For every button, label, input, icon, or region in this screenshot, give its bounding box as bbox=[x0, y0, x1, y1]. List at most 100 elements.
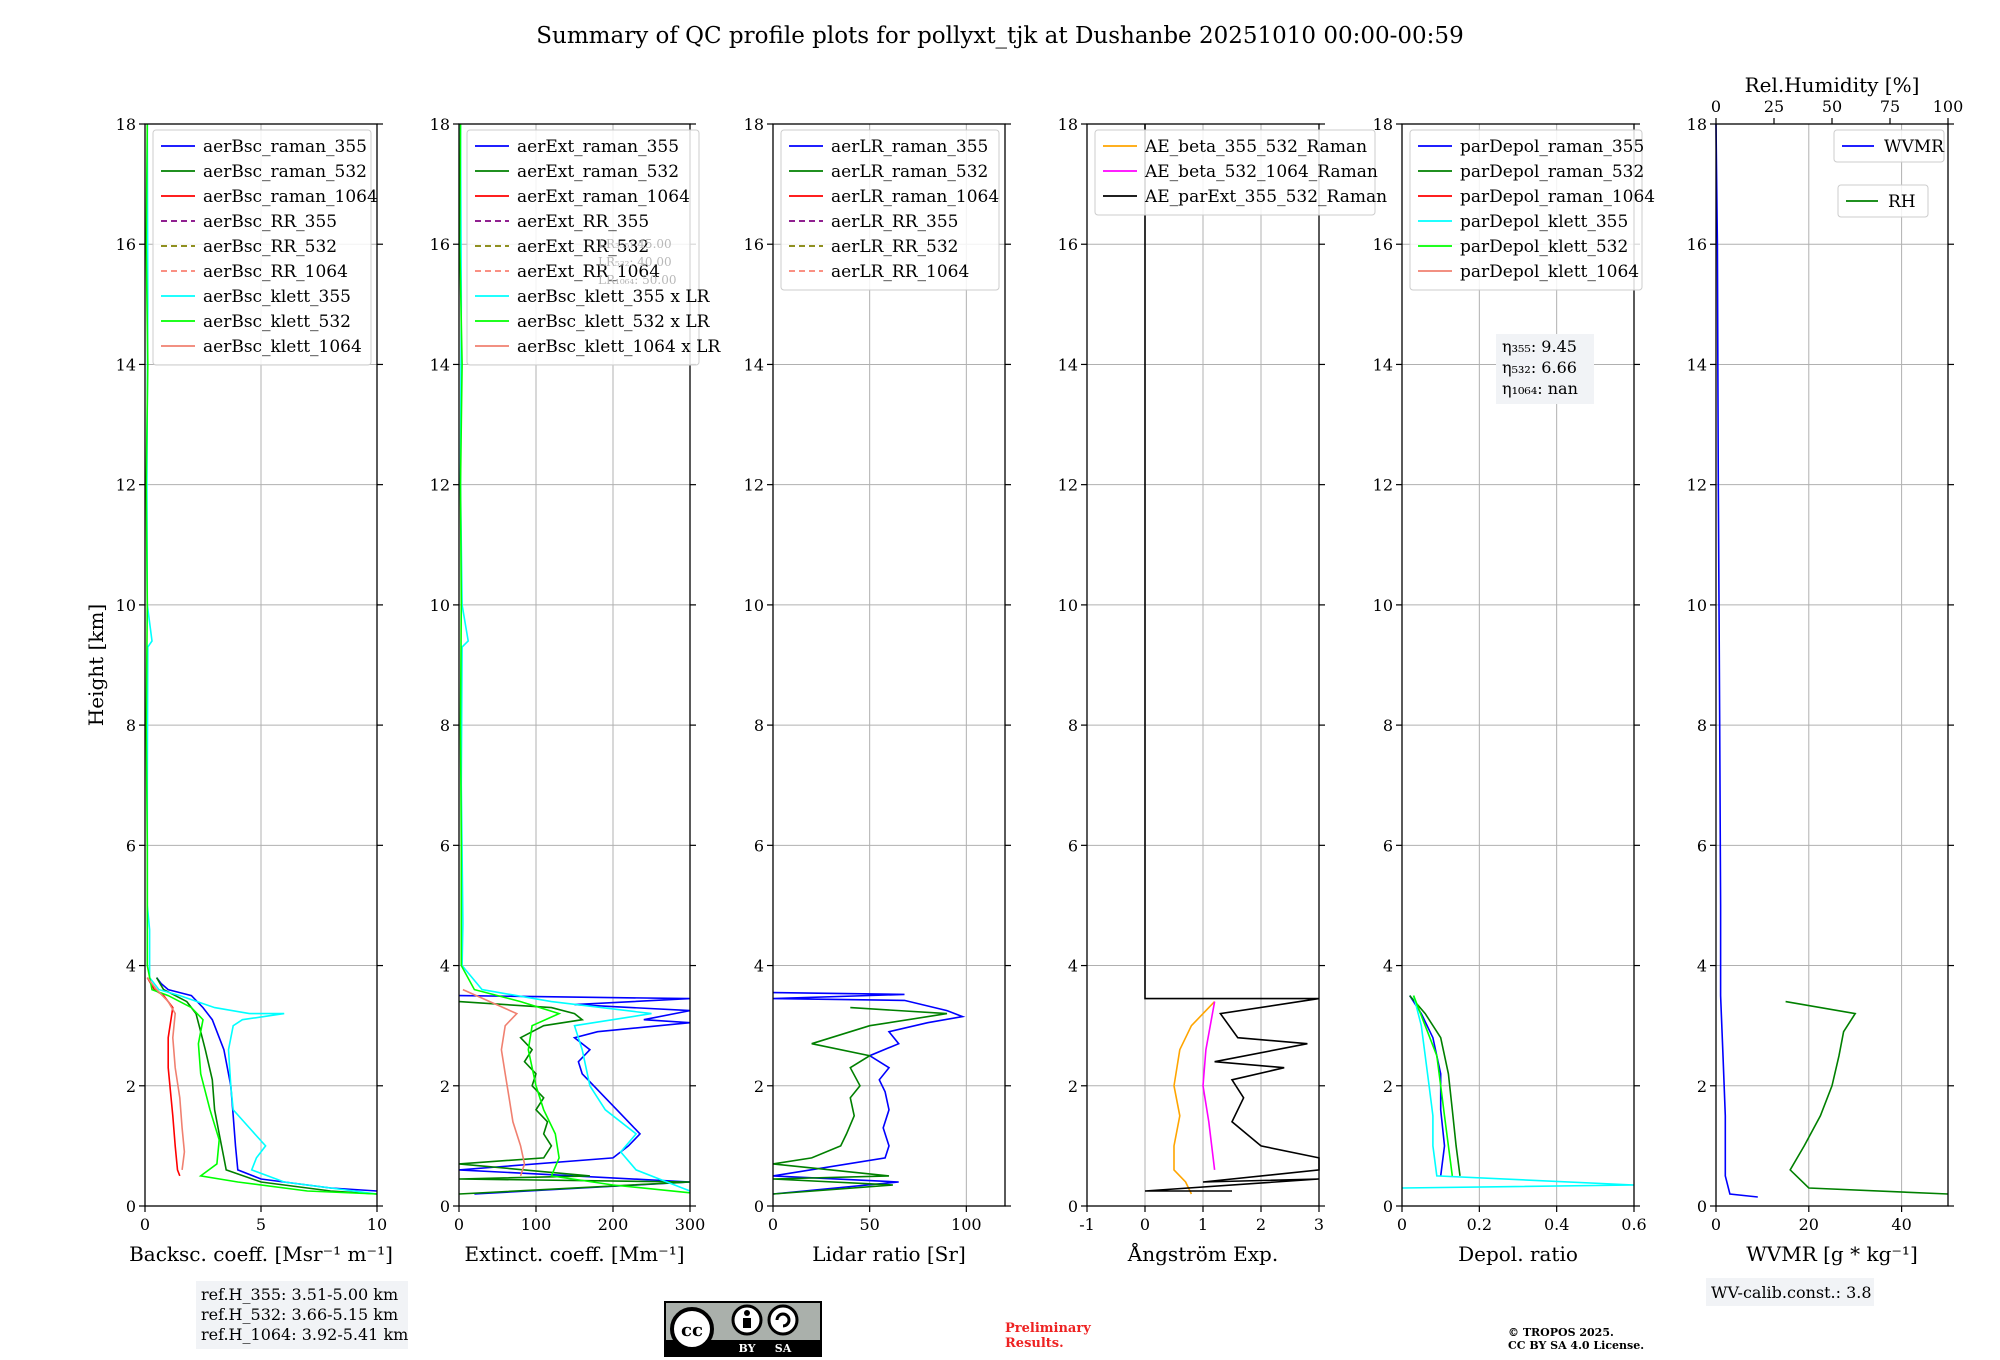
ytick-label: 4 bbox=[754, 957, 764, 976]
ytick-label: 18 bbox=[744, 115, 764, 134]
series-line-parDepol-raman-532 bbox=[1409, 995, 1461, 1177]
xtick-label: 0 bbox=[1397, 1215, 1407, 1234]
legend-label: aerLR_RR_532 bbox=[831, 237, 958, 257]
x-axis-label: Lidar ratio [Sr] bbox=[812, 1242, 966, 1266]
series-line-WVMR bbox=[1715, 123, 1758, 1198]
legend-label: aerLR_raman_1064 bbox=[831, 187, 999, 207]
ytick-label: 6 bbox=[1068, 836, 1078, 855]
legend-label: aerBsc_klett_355 x LR bbox=[517, 287, 711, 307]
series-line-parDepol-klett-355 bbox=[1401, 995, 1635, 1189]
ytick-label: 16 bbox=[1373, 235, 1393, 254]
top-axis-label: Rel.Humidity [%] bbox=[1745, 73, 1920, 97]
top-xtick-label: 100 bbox=[1933, 97, 1964, 116]
legend-label: aerExt_RR_532 bbox=[517, 237, 649, 257]
cc-by-label: BY bbox=[739, 1342, 756, 1355]
legend-depol: parDepol_raman_355 parDepol_raman_532 parD… bbox=[1409, 129, 1655, 291]
xtick-label: 0 bbox=[140, 1215, 150, 1234]
info-frame bbox=[1496, 334, 1594, 404]
ytick-label: 10 bbox=[1058, 596, 1078, 615]
top-xtick-label: 25 bbox=[1764, 97, 1784, 116]
xtick-label: 0 bbox=[1711, 1215, 1721, 1234]
legend-label: aerBsc_klett_532 x LR bbox=[517, 312, 711, 332]
plot-frame bbox=[772, 123, 1006, 1207]
ytick-label: 10 bbox=[430, 596, 450, 615]
x-axis-label: Extinct. coeff. [Mm⁻¹] bbox=[464, 1242, 684, 1266]
xtick-label: -1 bbox=[1079, 1215, 1095, 1234]
series-line-AE-parExt-355-532-Raman bbox=[1144, 124, 1320, 1192]
top-xtick-label: 50 bbox=[1822, 97, 1842, 116]
info-line: ref.H_532: 3.66-5.15 km bbox=[201, 1305, 398, 1324]
panel-extinction: 0 2 4 6 8 10 12 14 16 18 0 100 200 300 Extinct. coeff.… bbox=[430, 115, 722, 1266]
ytick-label: 4 bbox=[1068, 957, 1078, 976]
ytick-label: 12 bbox=[1687, 476, 1707, 495]
legend-rh: RH bbox=[1837, 184, 1929, 218]
series-line-aerBsc-klett-355 bbox=[146, 123, 378, 1195]
legend-label: aerBsc_raman_1064 bbox=[203, 187, 378, 207]
legend-label: aerBsc_raman_532 bbox=[203, 162, 367, 182]
info-line: ref.H_355: 3.51-5.00 km bbox=[201, 1285, 398, 1304]
ytick-label: 12 bbox=[430, 476, 450, 495]
xtick-label: 0 bbox=[768, 1215, 778, 1234]
plot-frame bbox=[458, 123, 691, 1207]
ytick-label: 14 bbox=[1687, 355, 1707, 374]
legend-backscatter: aerBsc_raman_355 aerBsc_raman_532 aerBsc_r… bbox=[152, 129, 378, 366]
legend-frame bbox=[466, 129, 700, 366]
ytick-label: 18 bbox=[1687, 115, 1707, 134]
series-line-aerLR-raman-532 bbox=[772, 1006, 948, 1195]
info-line: ref.H_1064: 3.92-5.41 km bbox=[201, 1325, 408, 1344]
ytick-label: 14 bbox=[430, 355, 450, 374]
cc-sa-label: SA bbox=[775, 1342, 792, 1355]
legend-label: WVMR bbox=[1884, 137, 1945, 157]
ytick-label: 6 bbox=[1383, 836, 1393, 855]
ytick-label: 6 bbox=[126, 836, 136, 855]
ytick-label: 6 bbox=[754, 836, 764, 855]
x-axis-label: Depol. ratio bbox=[1458, 1242, 1578, 1266]
xtick-label: 20 bbox=[1799, 1215, 1819, 1234]
xtick-label: 0.6 bbox=[1621, 1215, 1646, 1234]
ytick-label: 8 bbox=[1068, 716, 1078, 735]
info-line: η₃₅₅: 9.45 bbox=[1502, 337, 1577, 356]
legend-label: parDepol_klett_355 bbox=[1460, 212, 1628, 232]
info-frame bbox=[196, 1281, 408, 1349]
legend-label: aerBsc_RR_1064 bbox=[203, 262, 348, 282]
ytick-label: 10 bbox=[1687, 596, 1707, 615]
ytick-label: 8 bbox=[754, 716, 764, 735]
panel-depol: 0 2 4 6 8 10 12 14 16 18 0 0.2 0.4 0.6 Depol. ratio par… bbox=[1373, 115, 1655, 1266]
legend-frame bbox=[1837, 184, 1929, 218]
series-line-parDepol-klett-532 bbox=[1412, 995, 1454, 1177]
ytick-label: 12 bbox=[744, 476, 764, 495]
xtick-label: 0 bbox=[454, 1215, 464, 1234]
legend-label: aerLR_raman_532 bbox=[831, 162, 988, 182]
legend-wvmr: WVMR bbox=[1833, 129, 1945, 163]
ytick-label: 2 bbox=[1068, 1077, 1078, 1096]
legend-label: aerBsc_raman_355 bbox=[203, 137, 367, 157]
legend-frame bbox=[780, 129, 1000, 291]
xtick-label: 100 bbox=[521, 1215, 552, 1234]
info-line: η₅₃₂: 6.66 bbox=[1502, 358, 1577, 377]
xtick-label: 0.2 bbox=[1467, 1215, 1492, 1234]
note-line: LR₃₅₅: 45.00 bbox=[598, 237, 672, 251]
plot-frame bbox=[1401, 123, 1635, 1207]
panel-backscatter: 0 2 4 6 8 10 12 14 16 18 0 5 10 Backsc. coeff. [Msr⁻¹… bbox=[84, 115, 408, 1349]
xtick-label: 2 bbox=[1256, 1215, 1266, 1234]
ytick-label: 14 bbox=[1058, 355, 1078, 374]
legend-frame bbox=[1094, 129, 1376, 216]
x-axis-label: WVMR [g * kg⁻¹] bbox=[1746, 1242, 1918, 1266]
ytick-label: 6 bbox=[440, 836, 450, 855]
series-line-AE-beta-532-1064-Raman bbox=[1202, 1001, 1216, 1170]
top-xtick-label: 0 bbox=[1711, 97, 1721, 116]
eta-box: η₃₅₅: 9.45 η₅₃₂: 6.66 η₁₀₆₄: nan bbox=[1496, 334, 1594, 404]
series-line-aerBsc-klett-532 bbox=[145, 123, 378, 1195]
ytick-label: 0 bbox=[1697, 1197, 1707, 1216]
series-line-aerBsc-raman-532 bbox=[155, 977, 378, 1195]
ytick-label: 14 bbox=[1373, 355, 1393, 374]
cc-logo-label: cc bbox=[681, 1320, 703, 1341]
ytick-label: 2 bbox=[440, 1077, 450, 1096]
info-line: WV-calib.const.: 3.8 bbox=[1711, 1283, 1872, 1302]
ytick-label: 0 bbox=[440, 1197, 450, 1216]
ytick-label: 16 bbox=[430, 235, 450, 254]
